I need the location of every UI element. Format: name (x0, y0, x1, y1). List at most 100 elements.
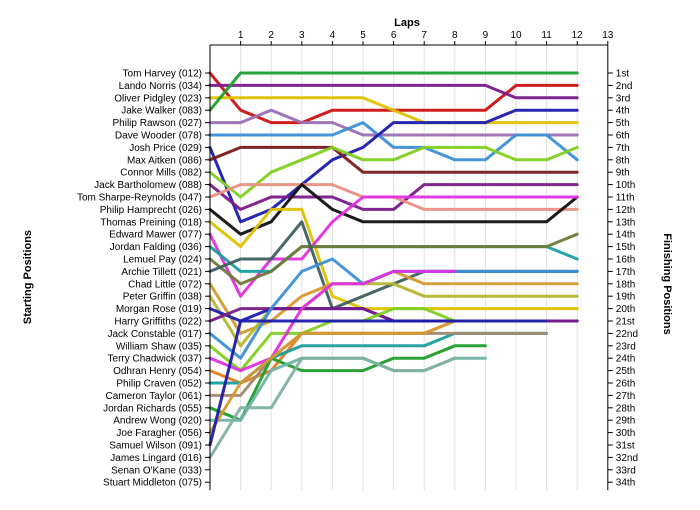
series-line-31 (208, 319, 549, 447)
lap-tick-label: 10 (510, 30, 522, 41)
starting-position-label: Oliver Pidgley (023) (114, 93, 202, 104)
lap-tick-label: 3 (299, 30, 305, 41)
series-line-16 (208, 232, 579, 286)
finishing-position-label: 26th (616, 379, 635, 390)
series-line-6 (208, 121, 579, 162)
starting-position-label: Samuel Wilson (091) (109, 441, 202, 452)
axes (205, 41, 613, 491)
series-line-4 (208, 71, 579, 112)
finishing-position-label: 1st (616, 69, 630, 80)
lap-tick-label: 5 (360, 30, 366, 41)
series-line-10 (208, 183, 579, 211)
lap-tick-label: 6 (391, 30, 397, 41)
starting-position-label: Odhran Henry (054) (113, 366, 202, 377)
finishing-position-label: 10th (616, 180, 635, 191)
finishing-position-label: 19th (616, 292, 635, 303)
left-axis-title: Starting Positions (22, 230, 34, 324)
starting-position-label: Archie Tillett (021) (121, 267, 202, 278)
starting-position-label: Jack Constable (017) (108, 329, 203, 340)
grid (240, 45, 609, 491)
finishing-position-label: 31st (616, 441, 635, 452)
finishing-position-label: 9th (616, 168, 630, 179)
finishing-position-label: 4th (616, 106, 630, 117)
starting-position-label: Tom Harvey (012) (123, 69, 202, 80)
series-line-24 (208, 269, 457, 373)
series-line-8 (208, 145, 579, 174)
starting-position-label: Stuart Middleton (075) (103, 478, 202, 489)
finishing-position-label: 23rd (616, 341, 636, 352)
lap-tick-label: 12 (572, 30, 584, 41)
starting-position-label: Josh Price (029) (129, 143, 202, 154)
starting-position-label: Dave Wooder (078) (115, 131, 202, 142)
starting-position-label: Edward Mawer (077) (109, 230, 202, 241)
lap-tick-label: 11 (541, 30, 552, 41)
starting-position-label: Philip Rawson (027) (113, 118, 203, 129)
starting-position-label: Jake Walker (083) (121, 106, 202, 117)
starting-position-label: Max Aitken (086) (127, 155, 202, 166)
finishing-position-label: 14th (616, 230, 635, 241)
finishing-position-label: 27th (616, 391, 635, 402)
starting-position-label: Cameron Taylor (061) (105, 391, 202, 402)
starting-position-label: Jordan Richards (055) (103, 403, 202, 414)
starting-position-label: Harry Griffiths (022) (114, 317, 202, 328)
starting-position-label: Jordan Falding (036) (110, 242, 202, 253)
finishing-position-label: 11th (616, 193, 635, 204)
finishing-position-label: 24th (616, 354, 635, 365)
starting-position-label: James Lingard (016) (110, 453, 202, 464)
starting-position-label: Jack Bartholomew (088) (94, 180, 202, 191)
starting-position-label: Philip Craven (052) (116, 379, 202, 390)
starting-position-label: Chad Little (072) (128, 279, 202, 290)
lap-tick-label: 4 (330, 30, 336, 41)
starting-position-label: William Shaw (035) (116, 341, 202, 352)
lap-tick-label: 8 (452, 30, 458, 41)
starting-position-label: Connor Mills (082) (120, 168, 202, 179)
series-line-3 (208, 96, 579, 125)
right-axis-title: Finishing Positions (661, 233, 673, 334)
finishing-position-label: 16th (616, 255, 635, 266)
series-line-2 (208, 83, 579, 100)
starting-position-label: Morgan Rose (019) (116, 304, 202, 315)
finishing-position-label: 8th (616, 155, 630, 166)
starting-position-label: Senan O'Kane (033) (111, 465, 202, 476)
series-lines (208, 71, 579, 459)
finishing-position-label: 22nd (616, 329, 638, 340)
finishing-position-label: 2nd (616, 81, 633, 92)
starting-position-label: Thomas Preining (018) (100, 217, 202, 228)
series-line-9 (208, 145, 579, 199)
starting-position-label: Terry Chadwick (037) (108, 354, 202, 365)
finishing-position-label: 34th (616, 478, 635, 489)
starting-position-label: Joe Faragher (056) (116, 428, 202, 439)
finishing-position-label: 6th (616, 131, 630, 142)
finishing-position-label: 28th (616, 403, 635, 414)
finishing-position-label: 3rd (616, 93, 630, 104)
finishing-position-label: 30th (616, 428, 635, 439)
starting-position-label: Lando Norris (034) (119, 81, 202, 92)
finishing-position-label: 20th (616, 304, 635, 315)
finishing-position-label: 7th (616, 143, 630, 154)
finishing-position-label: 32nd (616, 453, 638, 464)
starting-position-label: Tom Sharpe-Reynolds (047) (77, 193, 202, 204)
starting-position-label: Philip Hamprecht (026) (100, 205, 202, 216)
series-line-25 (208, 319, 549, 385)
starting-position-label: Peter Griffin (038) (123, 292, 202, 303)
series-line-28 (208, 344, 487, 422)
lap-tick-label: 1 (238, 30, 244, 41)
finishing-position-label: 18th (616, 279, 635, 290)
lap-tick-label: 9 (483, 30, 489, 41)
chart-title: Laps (394, 17, 420, 29)
finishing-position-label: 12th (616, 205, 635, 216)
lap-tick-label: 13 (602, 30, 614, 41)
finishing-position-label: 29th (616, 416, 635, 427)
starting-position-label: Andrew Wong (020) (113, 416, 202, 427)
lap-tick-label: 2 (268, 30, 274, 41)
finishing-position-label: 21st (616, 317, 635, 328)
series-line-12 (208, 183, 579, 236)
finishing-position-label: 5th (616, 118, 630, 129)
finishing-position-label: 17th (616, 267, 635, 278)
starting-position-label: Lemuel Pay (024) (123, 255, 202, 266)
finishing-position-label: 15th (616, 242, 635, 253)
finishing-position-label: 13th (616, 217, 635, 228)
finishing-position-label: 25th (616, 366, 635, 377)
